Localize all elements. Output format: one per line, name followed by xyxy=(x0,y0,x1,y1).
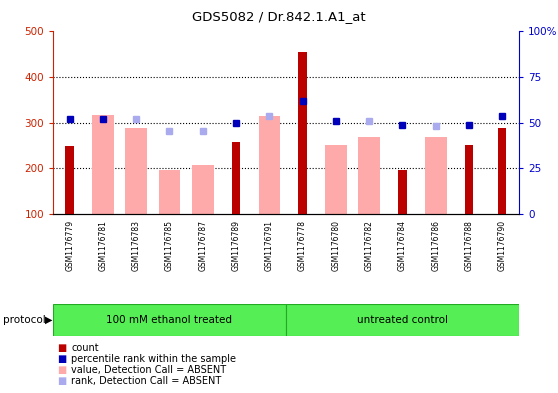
Text: GSM1176780: GSM1176780 xyxy=(331,220,340,272)
Text: GSM1176781: GSM1176781 xyxy=(98,220,108,271)
Text: percentile rank within the sample: percentile rank within the sample xyxy=(71,354,237,364)
Text: GSM1176779: GSM1176779 xyxy=(65,220,74,272)
Bar xyxy=(65,146,74,214)
Bar xyxy=(498,128,507,214)
Bar xyxy=(299,52,307,214)
Bar xyxy=(325,145,347,214)
Text: GDS5082 / Dr.842.1.A1_at: GDS5082 / Dr.842.1.A1_at xyxy=(192,10,366,23)
Text: ■: ■ xyxy=(57,343,66,353)
Bar xyxy=(192,165,214,214)
Text: GSM1176789: GSM1176789 xyxy=(232,220,240,272)
Text: GSM1176782: GSM1176782 xyxy=(365,220,374,271)
Text: ▶: ▶ xyxy=(45,315,53,325)
Bar xyxy=(465,145,473,214)
Text: protocol: protocol xyxy=(3,315,46,325)
Text: GSM1176790: GSM1176790 xyxy=(498,220,507,272)
Bar xyxy=(232,142,240,214)
Text: GSM1176786: GSM1176786 xyxy=(431,220,440,272)
Bar xyxy=(398,170,407,214)
Bar xyxy=(126,128,147,214)
Text: GSM1176778: GSM1176778 xyxy=(298,220,307,272)
Text: count: count xyxy=(71,343,99,353)
Text: ■: ■ xyxy=(57,376,66,386)
Text: GSM1176783: GSM1176783 xyxy=(132,220,141,272)
Text: untreated control: untreated control xyxy=(357,315,448,325)
Text: GSM1176784: GSM1176784 xyxy=(398,220,407,272)
Bar xyxy=(286,304,519,336)
Bar xyxy=(158,170,180,214)
Bar xyxy=(425,138,446,214)
Text: ■: ■ xyxy=(57,365,66,375)
Text: GSM1176785: GSM1176785 xyxy=(165,220,174,272)
Text: GSM1176791: GSM1176791 xyxy=(265,220,274,272)
Text: value, Detection Call = ABSENT: value, Detection Call = ABSENT xyxy=(71,365,227,375)
Text: ■: ■ xyxy=(57,354,66,364)
Bar xyxy=(92,115,114,214)
Bar xyxy=(358,138,380,214)
Text: GSM1176787: GSM1176787 xyxy=(198,220,207,272)
Text: 100 mM ethanol treated: 100 mM ethanol treated xyxy=(107,315,233,325)
Bar xyxy=(53,304,286,336)
Bar xyxy=(258,116,280,214)
Text: rank, Detection Call = ABSENT: rank, Detection Call = ABSENT xyxy=(71,376,222,386)
Text: GSM1176788: GSM1176788 xyxy=(464,220,474,271)
